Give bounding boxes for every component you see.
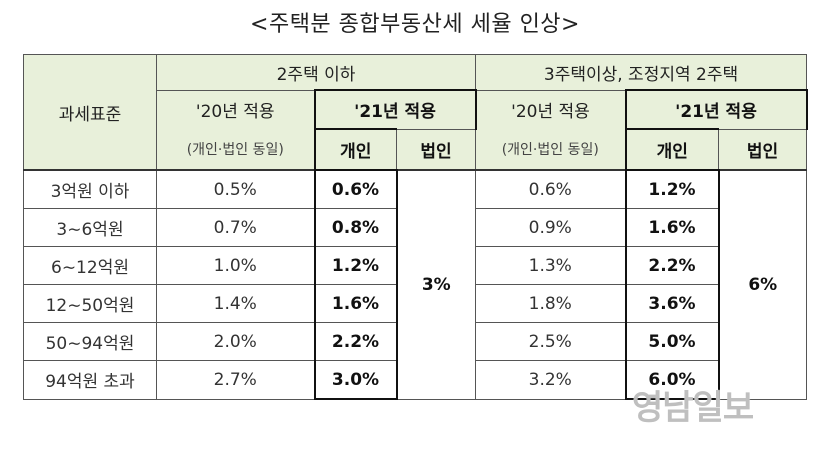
rate-2020-g1: 2.7% [156,360,315,400]
header-corporate-g1: 법인 [396,128,476,171]
rate-2021-individual-g2: 6.0% [624,360,720,400]
header-corporate-g2: 법인 [718,128,807,171]
table-row: 12∼50억원 1.4% 1.6% 1.8% 3.6% [23,284,807,323]
header-2020-note-g2: (개인·법인 동일) [475,129,626,171]
table-row: 50∼94억원 2.0% 2.2% 2.5% 5.0% [23,322,807,361]
rate-2020-g1: 1.4% [156,284,315,323]
rate-2021-individual-g1: 2.2% [313,322,398,361]
rate-2020-g1: 1.0% [156,246,315,285]
header-group-two-or-less: 2주택 이하 [156,54,476,91]
rate-2021-individual-g1: 1.2% [313,246,398,285]
rate-2021-individual-g2: 1.6% [624,208,720,247]
rate-2020-g2: 3.2% [475,360,626,400]
rate-2021-individual-g2: 3.6% [624,284,720,323]
rate-2020-g1: 0.5% [156,169,315,209]
header-2021-g1: '21년 적용 [313,89,477,130]
header-individual-g2: 개인 [624,128,719,171]
rate-2020-g2: 0.9% [475,208,626,247]
table-title: <주택분 종합부동산세 세율 인상> [250,12,580,37]
bracket-cell: 3억원 이하 [23,169,157,209]
header-group-three-or-more: 3주택이상, 조정지역 2주택 [475,54,807,91]
rate-2021-corporate-g2: 6% [718,169,807,400]
rate-2021-individual-g2: 5.0% [624,322,720,361]
bracket-cell: 6∼12억원 [23,246,157,285]
rate-2021-corporate-g1: 3% [396,169,476,400]
bracket-cell: 3∼6억원 [23,208,157,247]
rate-2020-g1: 2.0% [156,322,315,361]
bracket-cell: 94억원 초과 [23,360,157,400]
rate-2020-g2: 1.8% [475,284,626,323]
table-row: 3억원 이하 0.5% 0.6% 3% 0.6% 1.2% 6% [23,169,807,400]
rate-2020-g1: 0.7% [156,208,315,247]
rate-2020-g2: 0.6% [475,169,626,209]
rate-2021-individual-g1: 0.8% [313,208,398,247]
rate-2021-individual-g2: 1.2% [624,169,720,209]
header-2020-g1: '20년 적용 [156,89,315,129]
header-2020-g2: '20년 적용 [475,89,626,129]
bracket-cell: 50∼94억원 [23,322,157,361]
table-row: 94억원 초과 2.7% 3.0% 3.2% 6.0% [23,360,807,400]
table-row: 3∼6억원 0.7% 0.8% 0.9% 1.6% [23,208,807,247]
rate-2021-individual-g1: 0.6% [313,169,398,209]
rate-2021-individual-g1: 3.0% [313,360,398,400]
header-tax-base: 과세표준 [23,54,157,171]
tax-rate-table: 과세표준 2주택 이하 3주택이상, 조정지역 2주택 '20년 적용 '21년… [23,54,808,400]
header-2020-note-g1: (개인·법인 동일) [156,129,315,171]
table-row: 6∼12억원 1.0% 1.2% 1.3% 2.2% [23,246,807,285]
newspaper-watermark-logo: 영남일보 [632,388,754,428]
rate-2021-individual-g1: 1.6% [313,284,398,323]
rate-2020-g2: 2.5% [475,322,626,361]
header-2021-g2: '21년 적용 [624,89,808,130]
rate-2020-g2: 1.3% [475,246,626,285]
header-individual-g1: 개인 [313,128,397,171]
bracket-cell: 12∼50억원 [23,284,157,323]
rate-2021-individual-g2: 2.2% [624,246,720,285]
